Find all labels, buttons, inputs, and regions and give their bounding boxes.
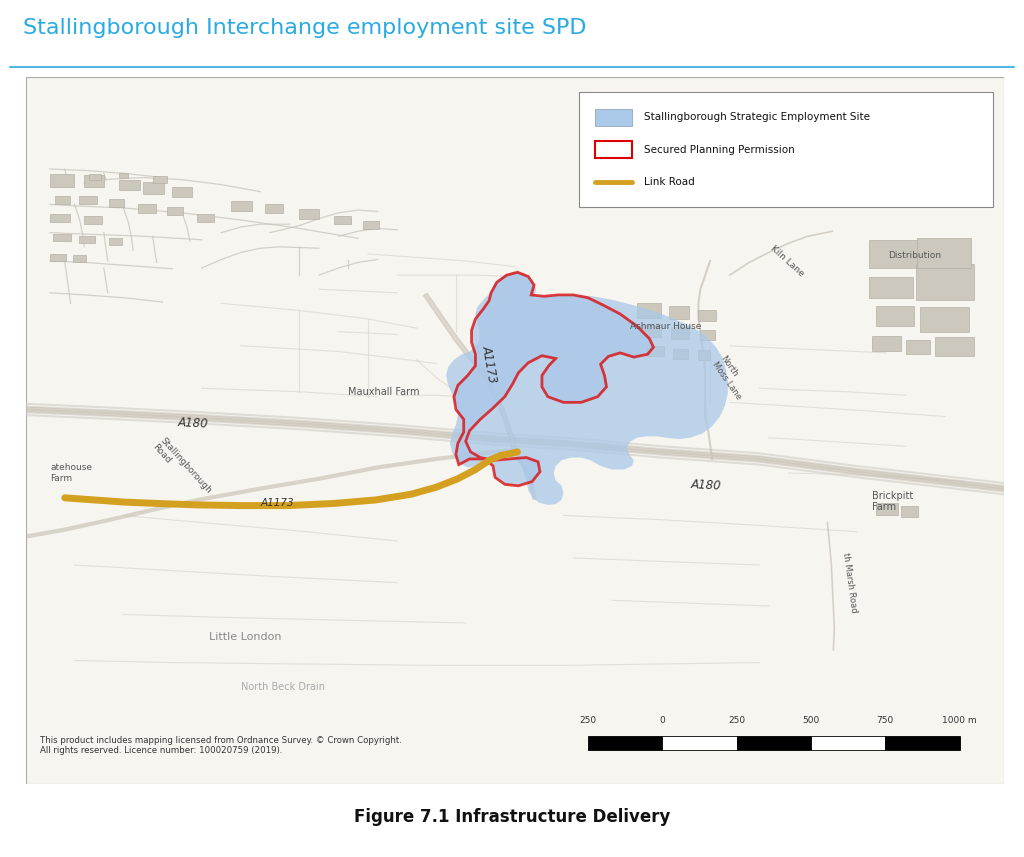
Text: Ashmaur House: Ashmaur House: [630, 321, 701, 331]
Text: 0: 0: [659, 716, 666, 725]
Bar: [671, 327, 688, 339]
Bar: [915, 265, 974, 300]
Bar: [167, 207, 183, 215]
Bar: [50, 213, 70, 222]
Bar: [231, 201, 253, 212]
Text: Distribution: Distribution: [888, 251, 941, 260]
Bar: [109, 200, 124, 207]
Bar: [84, 176, 103, 187]
Text: Kiln Lane: Kiln Lane: [769, 243, 806, 279]
Bar: [921, 307, 970, 332]
Bar: [595, 109, 632, 126]
Bar: [55, 196, 70, 205]
Bar: [50, 254, 66, 261]
Text: Figure 7.1 Infrastructure Delivery: Figure 7.1 Infrastructure Delivery: [354, 808, 670, 826]
Text: Mauxhall Farm: Mauxhall Farm: [348, 387, 420, 398]
Bar: [901, 506, 919, 517]
FancyBboxPatch shape: [580, 92, 992, 207]
Bar: [80, 237, 95, 243]
Bar: [109, 238, 123, 245]
Bar: [885, 736, 959, 750]
Bar: [73, 255, 86, 262]
Bar: [935, 337, 974, 357]
Bar: [119, 172, 128, 177]
Bar: [868, 277, 912, 297]
Text: This product includes mapping licensed from Ordnance Survey. © Crown Copyright.
: This product includes mapping licensed f…: [40, 736, 402, 756]
Bar: [877, 306, 913, 326]
Bar: [84, 217, 101, 225]
Bar: [299, 209, 319, 219]
Bar: [172, 187, 191, 197]
Bar: [905, 340, 930, 354]
Bar: [663, 736, 736, 750]
Bar: [362, 221, 379, 229]
Bar: [868, 240, 923, 268]
Bar: [698, 350, 711, 360]
Polygon shape: [454, 273, 653, 486]
Text: Link Road: Link Road: [644, 177, 694, 188]
Text: 1000 m: 1000 m: [942, 716, 977, 725]
Bar: [53, 234, 71, 241]
Text: th Marsh Road: th Marsh Road: [841, 552, 858, 614]
Text: Secured Planning Permission: Secured Planning Permission: [644, 145, 795, 155]
Text: North Beck Drain: North Beck Drain: [241, 681, 325, 692]
Bar: [673, 349, 688, 358]
Text: 750: 750: [877, 716, 894, 725]
Bar: [265, 205, 283, 213]
Bar: [877, 503, 898, 516]
Bar: [811, 736, 885, 750]
Text: North
Moss Lane: North Moss Lane: [711, 354, 752, 401]
Bar: [80, 196, 97, 205]
Text: Brickpitt
Farm: Brickpitt Farm: [871, 490, 912, 512]
Polygon shape: [446, 272, 728, 505]
Bar: [50, 174, 75, 187]
Bar: [119, 180, 140, 190]
Text: A180: A180: [177, 417, 208, 431]
Bar: [736, 736, 811, 750]
Bar: [334, 216, 351, 225]
Bar: [700, 330, 715, 340]
Bar: [89, 174, 101, 180]
Bar: [646, 346, 665, 357]
Bar: [138, 205, 156, 213]
Text: 500: 500: [802, 716, 819, 725]
Text: A1173: A1173: [479, 345, 499, 384]
Text: Little London: Little London: [210, 632, 282, 642]
Text: 250: 250: [580, 716, 596, 725]
Text: 250: 250: [728, 716, 745, 725]
Text: A1173: A1173: [260, 498, 294, 507]
Bar: [918, 238, 971, 268]
Bar: [197, 213, 214, 222]
Bar: [153, 177, 167, 183]
Bar: [637, 303, 662, 318]
Bar: [588, 736, 663, 750]
Text: Stallingborough Interchange employment site SPD: Stallingborough Interchange employment s…: [23, 18, 586, 38]
Text: atehouse
Farm: atehouse Farm: [50, 464, 92, 482]
Bar: [143, 183, 165, 194]
Bar: [640, 325, 662, 338]
Bar: [595, 141, 632, 159]
Text: A180: A180: [690, 478, 722, 493]
Text: Stallingborough
Road: Stallingborough Road: [151, 435, 213, 502]
Text: Stallingborough Strategic Employment Site: Stallingborough Strategic Employment Sit…: [644, 112, 869, 123]
Bar: [669, 306, 688, 319]
Bar: [871, 336, 901, 351]
Bar: [698, 309, 716, 321]
